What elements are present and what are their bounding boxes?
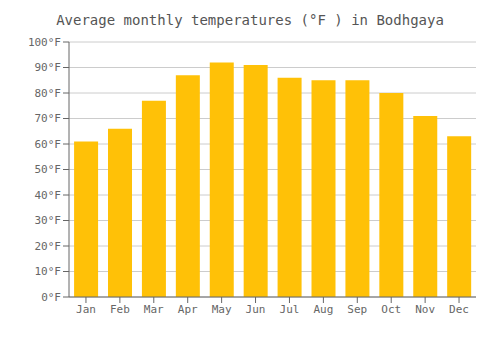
svg-text:0°F: 0°F [41,291,61,304]
svg-text:Apr: Apr [178,303,198,316]
svg-text:80°F: 80°F [35,87,62,100]
svg-text:Dec: Dec [449,303,469,316]
svg-text:30°F: 30°F [35,214,62,227]
svg-text:50°F: 50°F [35,163,62,176]
svg-text:May: May [212,303,232,316]
svg-text:Feb: Feb [110,303,130,316]
svg-text:70°F: 70°F [35,112,62,125]
svg-text:40°F: 40°F [35,189,62,202]
svg-text:100°F: 100°F [28,36,61,49]
svg-text:Jan: Jan [76,303,96,316]
svg-text:Jun: Jun [246,303,266,316]
svg-text:Aug: Aug [313,303,333,316]
svg-text:Mar: Mar [144,303,164,316]
svg-text:10°F: 10°F [35,265,62,278]
html-text:Average monthly temperatures (: Average monthly temperatures (°F ) in Bo… [56,12,444,28]
svg-text:Oct: Oct [381,303,401,316]
svg-text:90°F: 90°F [35,61,62,74]
svg-text:60°F: 60°F [35,138,62,151]
svg-text:Jul: Jul [280,303,300,316]
svg-text:20°F: 20°F [35,240,62,253]
svg-text:Nov: Nov [415,303,435,316]
svg-text:Sep: Sep [347,303,367,316]
